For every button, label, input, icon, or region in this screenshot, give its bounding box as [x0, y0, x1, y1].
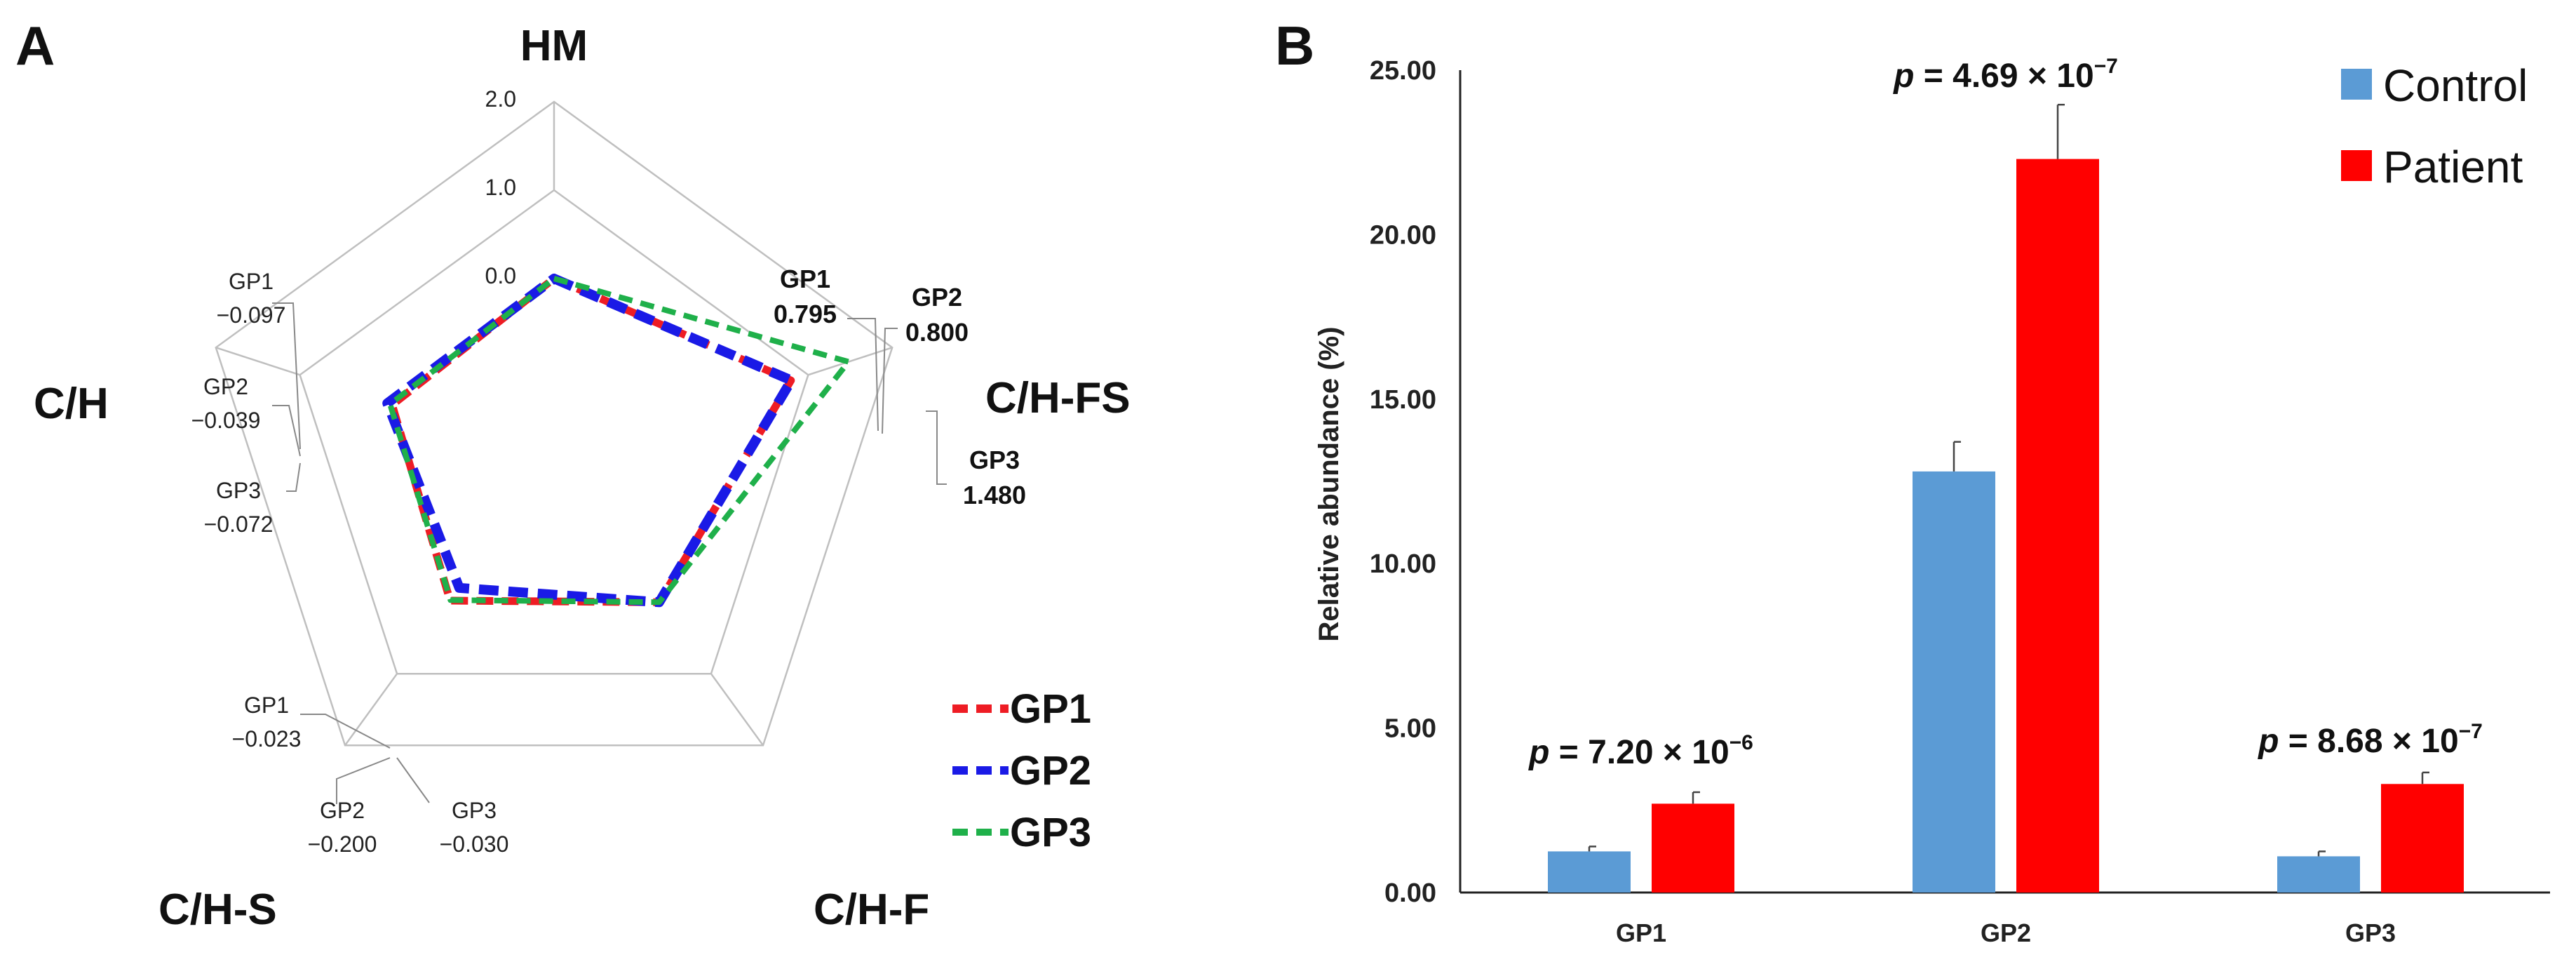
ch-gp3-value: −0.072: [204, 512, 274, 537]
radar-spoke-2: [710, 673, 764, 746]
bar-patient-gp3: [2381, 784, 2464, 893]
ch-fs-gp1-name: GP1: [780, 265, 830, 293]
axis-label-ch: C/H: [34, 380, 109, 428]
axis-label-hm: HM: [520, 22, 588, 70]
radar-legend: GP1 GP2 GP3: [952, 686, 1091, 855]
ch-fs-gp1-value: 0.795: [774, 300, 837, 328]
legend-label-gp2: GP2: [1010, 748, 1091, 794]
bar-marks: [1548, 103, 2464, 893]
ch-gp1-value: −0.097: [217, 302, 286, 328]
ch-fs-gp2-name: GP2: [912, 283, 962, 312]
bar-panel: B Relative abundance (%) 0.00 5.00 10.00…: [1275, 15, 2550, 947]
bar-patient-gp1: [1652, 803, 1734, 893]
panel-b-label: B: [1275, 15, 1314, 76]
leader-line: [336, 757, 391, 804]
ch-gp2-value: −0.039: [191, 408, 261, 433]
ch-s-gp3-value: −0.030: [440, 831, 509, 857]
panel-a-label: A: [15, 15, 55, 76]
bar-axes: [1459, 70, 2550, 894]
annotation-ch-fs: GP1 0.795 GP2 0.800 GP3 1.480: [774, 265, 1026, 509]
leader-line: [882, 328, 898, 434]
axis-label-ch-fs: C/H-FS: [985, 374, 1131, 422]
bar-control-gp3: [2277, 856, 2360, 893]
legend-swatch-patient: [2341, 150, 2372, 181]
p-value-labels: p = 7.20 × 10−6 p = 4.69 × 10−7 p = 8.68…: [1528, 55, 2483, 771]
y-tick-0: 0.00: [1384, 878, 1436, 908]
y-axis-label: Relative abundance (%): [1314, 326, 1344, 641]
legend-label-control: Control: [2383, 60, 2528, 111]
ring-label-1: 1.0: [485, 175, 516, 200]
leader-line: [272, 405, 301, 457]
ch-gp3-name: GP3: [216, 478, 261, 503]
radar-panel: A HM C/H-FS C/H-F C/H-S C/H 2.0 1.0 0.0 …: [15, 15, 1131, 934]
radar-spoke-4: [215, 347, 300, 376]
ch-gp1-name: GP1: [229, 269, 274, 294]
axis-label-ch-f: C/H-F: [814, 886, 929, 934]
radar-series-gp3: [387, 276, 851, 606]
legend-label-patient: Patient: [2383, 142, 2523, 192]
bar-patient-gp2: [2016, 159, 2099, 893]
y-tick-20: 20.00: [1370, 220, 1436, 250]
x-category-gp1: GP1: [1616, 918, 1666, 947]
radar-spoke-3: [344, 673, 398, 746]
ring-label-2: 2.0: [485, 86, 516, 112]
ch-s-gp3-name: GP3: [452, 798, 497, 823]
x-axis-categories: GP1 GP2 GP3: [1616, 918, 2396, 947]
radar-grid: [215, 100, 893, 747]
p-value-gp3: p = 8.68 × 10−7: [2257, 720, 2483, 760]
p-value-gp1: p = 7.20 × 10−6: [1528, 731, 1753, 771]
ch-gp2-name: GP2: [203, 374, 248, 399]
radar-spoke-1: [808, 347, 893, 376]
y-tick-5: 5.00: [1384, 714, 1436, 744]
leader-line: [926, 410, 947, 485]
radar-ring-1: [299, 189, 809, 675]
leader-line: [286, 462, 301, 492]
ch-s-gp2-value: −0.200: [308, 831, 377, 857]
leader-line: [847, 318, 879, 432]
radar-series: [382, 274, 851, 608]
p-value-gp2: p = 4.69 × 10−7: [1892, 55, 2118, 95]
bar-control-gp1: [1548, 851, 1631, 893]
ch-fs-gp3-value: 1.480: [963, 481, 1026, 509]
legend-label-gp1: GP1: [1010, 686, 1091, 732]
annotation-ch-s: GP1 −0.023 GP2 −0.200 GP3 −0.030: [232, 693, 509, 857]
ch-s-gp1-value: −0.023: [232, 726, 302, 751]
x-category-gp2: GP2: [1981, 918, 2031, 947]
ch-fs-gp2-value: 0.800: [905, 318, 969, 347]
y-tick-25: 25.00: [1370, 56, 1436, 86]
legend-swatch-control: [2341, 69, 2372, 100]
ch-fs-gp3-name: GP3: [969, 446, 1020, 474]
leader-line: [396, 757, 430, 803]
bar-legend: Control Patient: [2341, 60, 2528, 192]
radar-ring-2: [215, 100, 893, 747]
y-axis-ticks: 0.00 5.00 10.00 15.00 20.00 25.00: [1370, 56, 1436, 908]
ring-label-0: 0.0: [485, 263, 516, 288]
y-tick-10: 10.00: [1370, 549, 1436, 579]
x-category-gp3: GP3: [2345, 918, 2396, 947]
annotation-ch: GP1 −0.097 GP2 −0.039 GP3 −0.072: [191, 269, 301, 537]
leader-line: [272, 302, 301, 450]
bar-control-gp2: [1913, 471, 1995, 893]
ch-s-gp2-name: GP2: [320, 798, 365, 823]
legend-label-gp3: GP3: [1010, 810, 1091, 855]
leader-line: [300, 714, 391, 749]
axis-label-ch-s: C/H-S: [159, 886, 277, 934]
ch-s-gp1-name: GP1: [244, 693, 289, 718]
y-tick-15: 15.00: [1370, 385, 1436, 415]
